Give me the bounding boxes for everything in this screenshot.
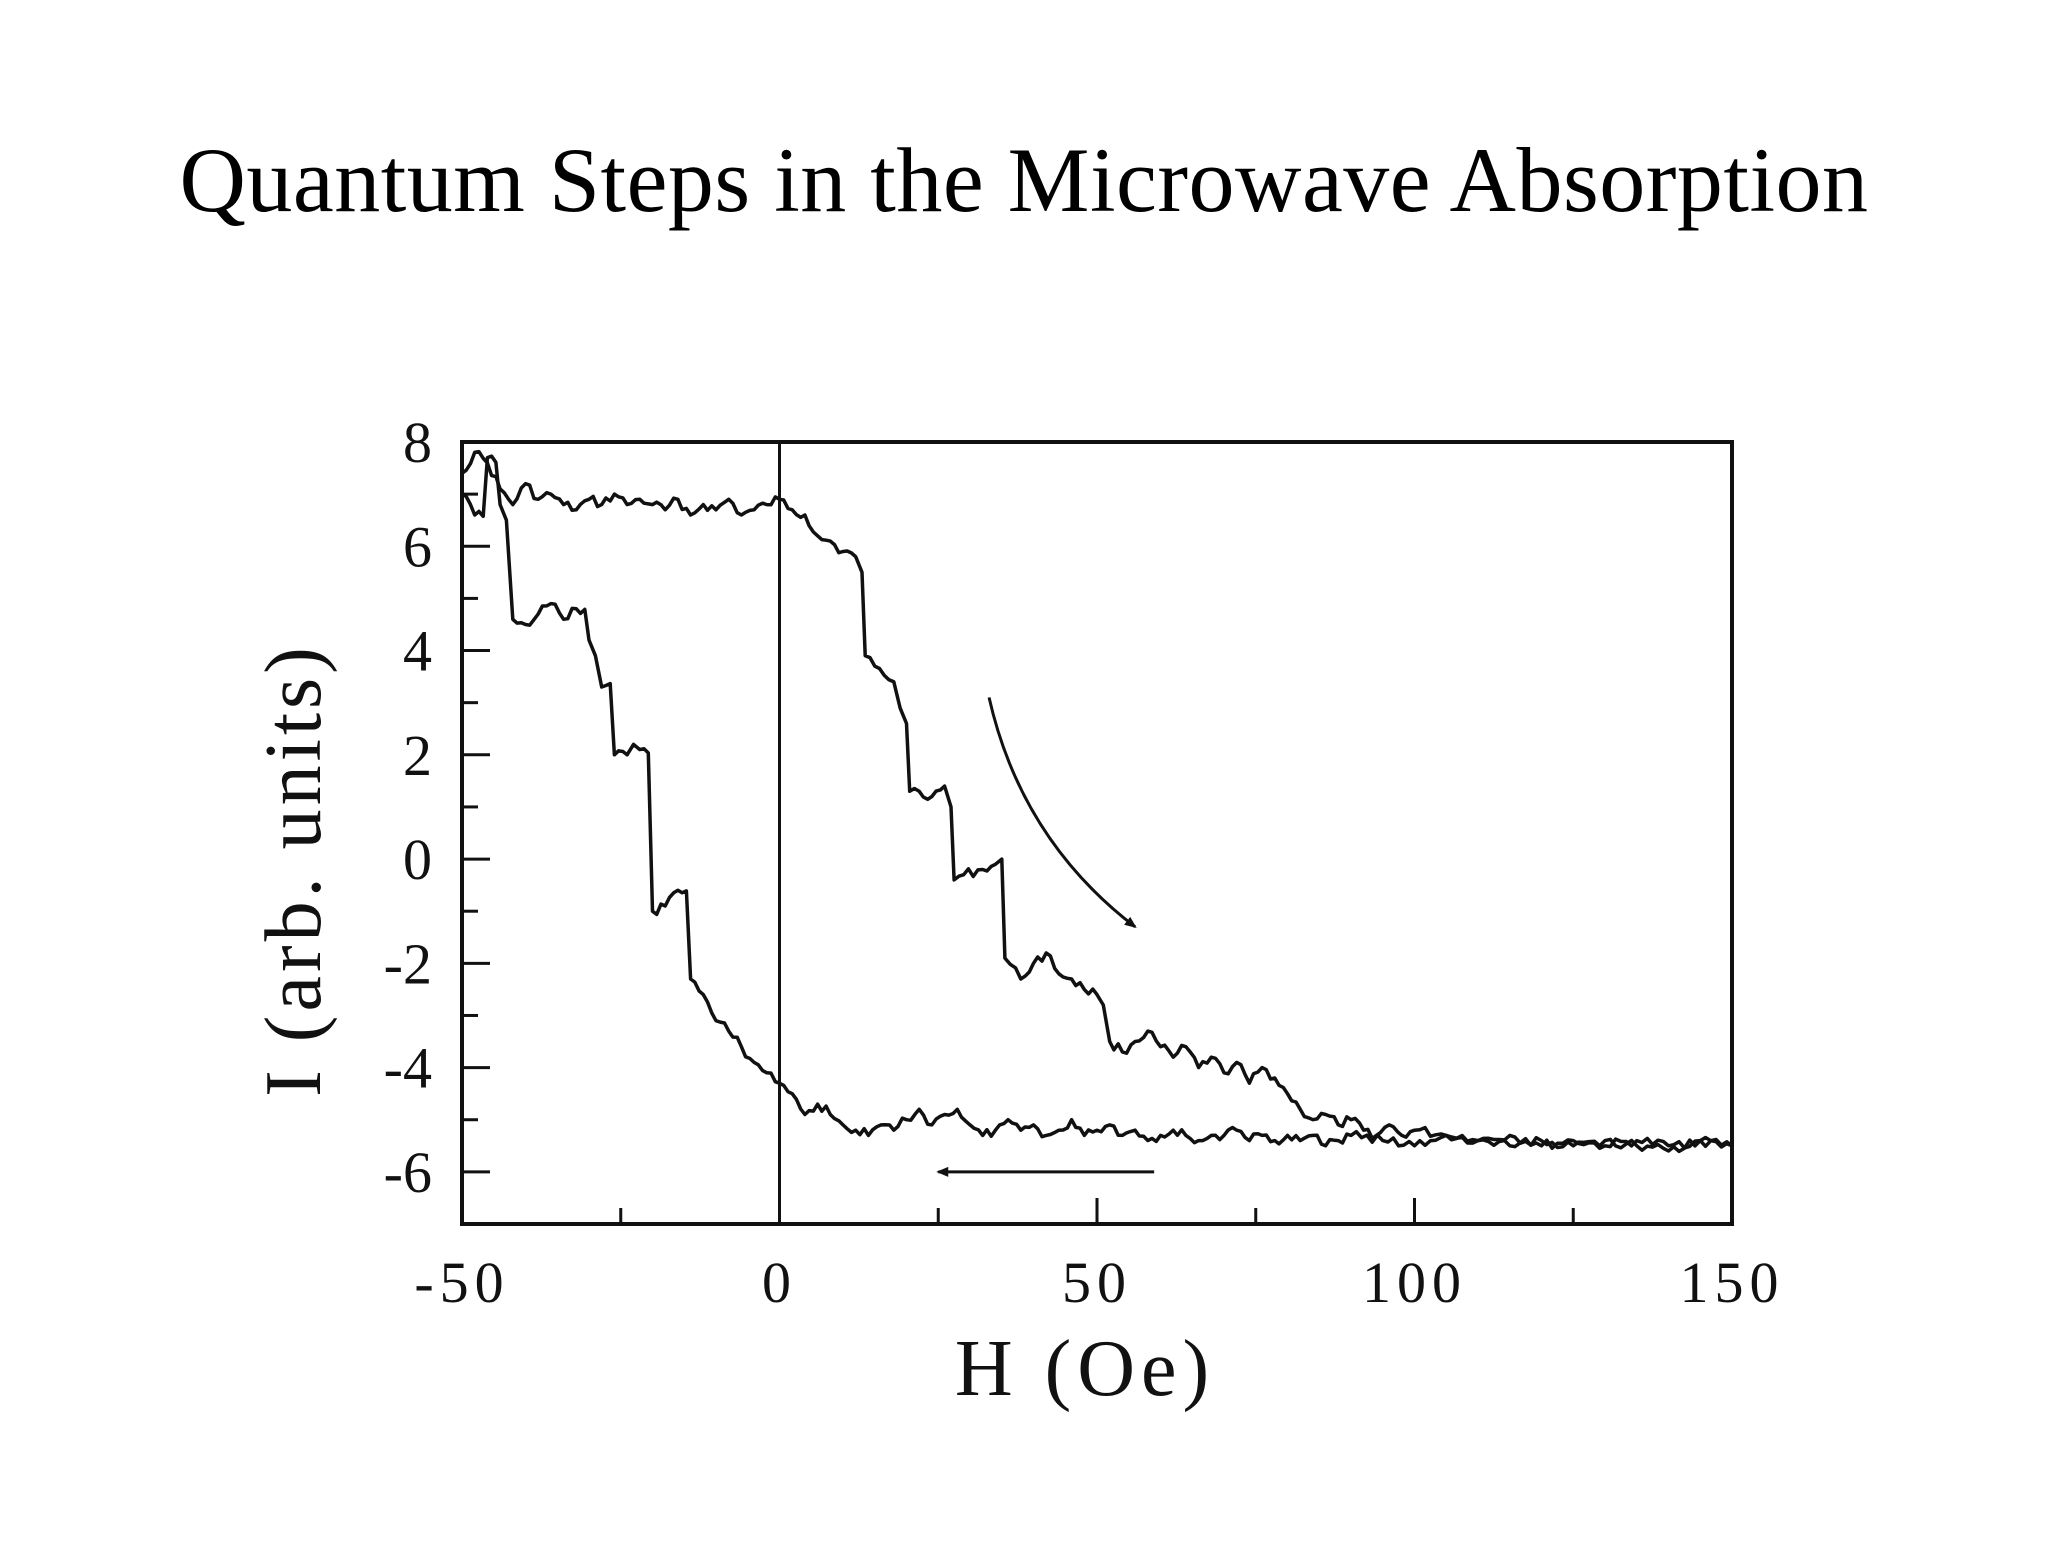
y-tick-label: 0 [403,827,432,892]
y-axis-label: I (arb. units) [250,643,338,1097]
y-tick-label: 6 [403,514,432,579]
x-tick-label: 0 [762,1250,797,1315]
y-tick-label: -2 [384,931,432,996]
y-tick-label: 4 [403,619,432,684]
x-tick-label: 50 [1062,1250,1132,1315]
annotation-layer [936,697,1155,1177]
plot-frame [460,440,1734,1226]
x-axis-label: H (Oe) [955,1325,1215,1413]
series-layer [460,449,1734,1154]
x-tick-label: 100 [1362,1250,1467,1315]
y-tick-label: 2 [403,723,432,788]
series-line-2 [460,454,1734,1154]
x-tick-label: 150 [1680,1250,1785,1315]
tick-layer: -6 -4 -2 0 2 4 6 8 -50 0 50 100 150 [384,410,1785,1315]
axis-layer [460,440,1734,1226]
slide-title: Quantum Steps in the Microwave Absorptio… [179,129,1869,231]
series-line-1 [460,449,1734,1151]
field-up-arrow [987,697,1137,929]
y-tick-label: 8 [403,410,432,475]
y-tick-label: -6 [384,1140,432,1205]
y-tick-label: -4 [384,1036,432,1101]
x-tick-label: -50 [414,1250,509,1315]
